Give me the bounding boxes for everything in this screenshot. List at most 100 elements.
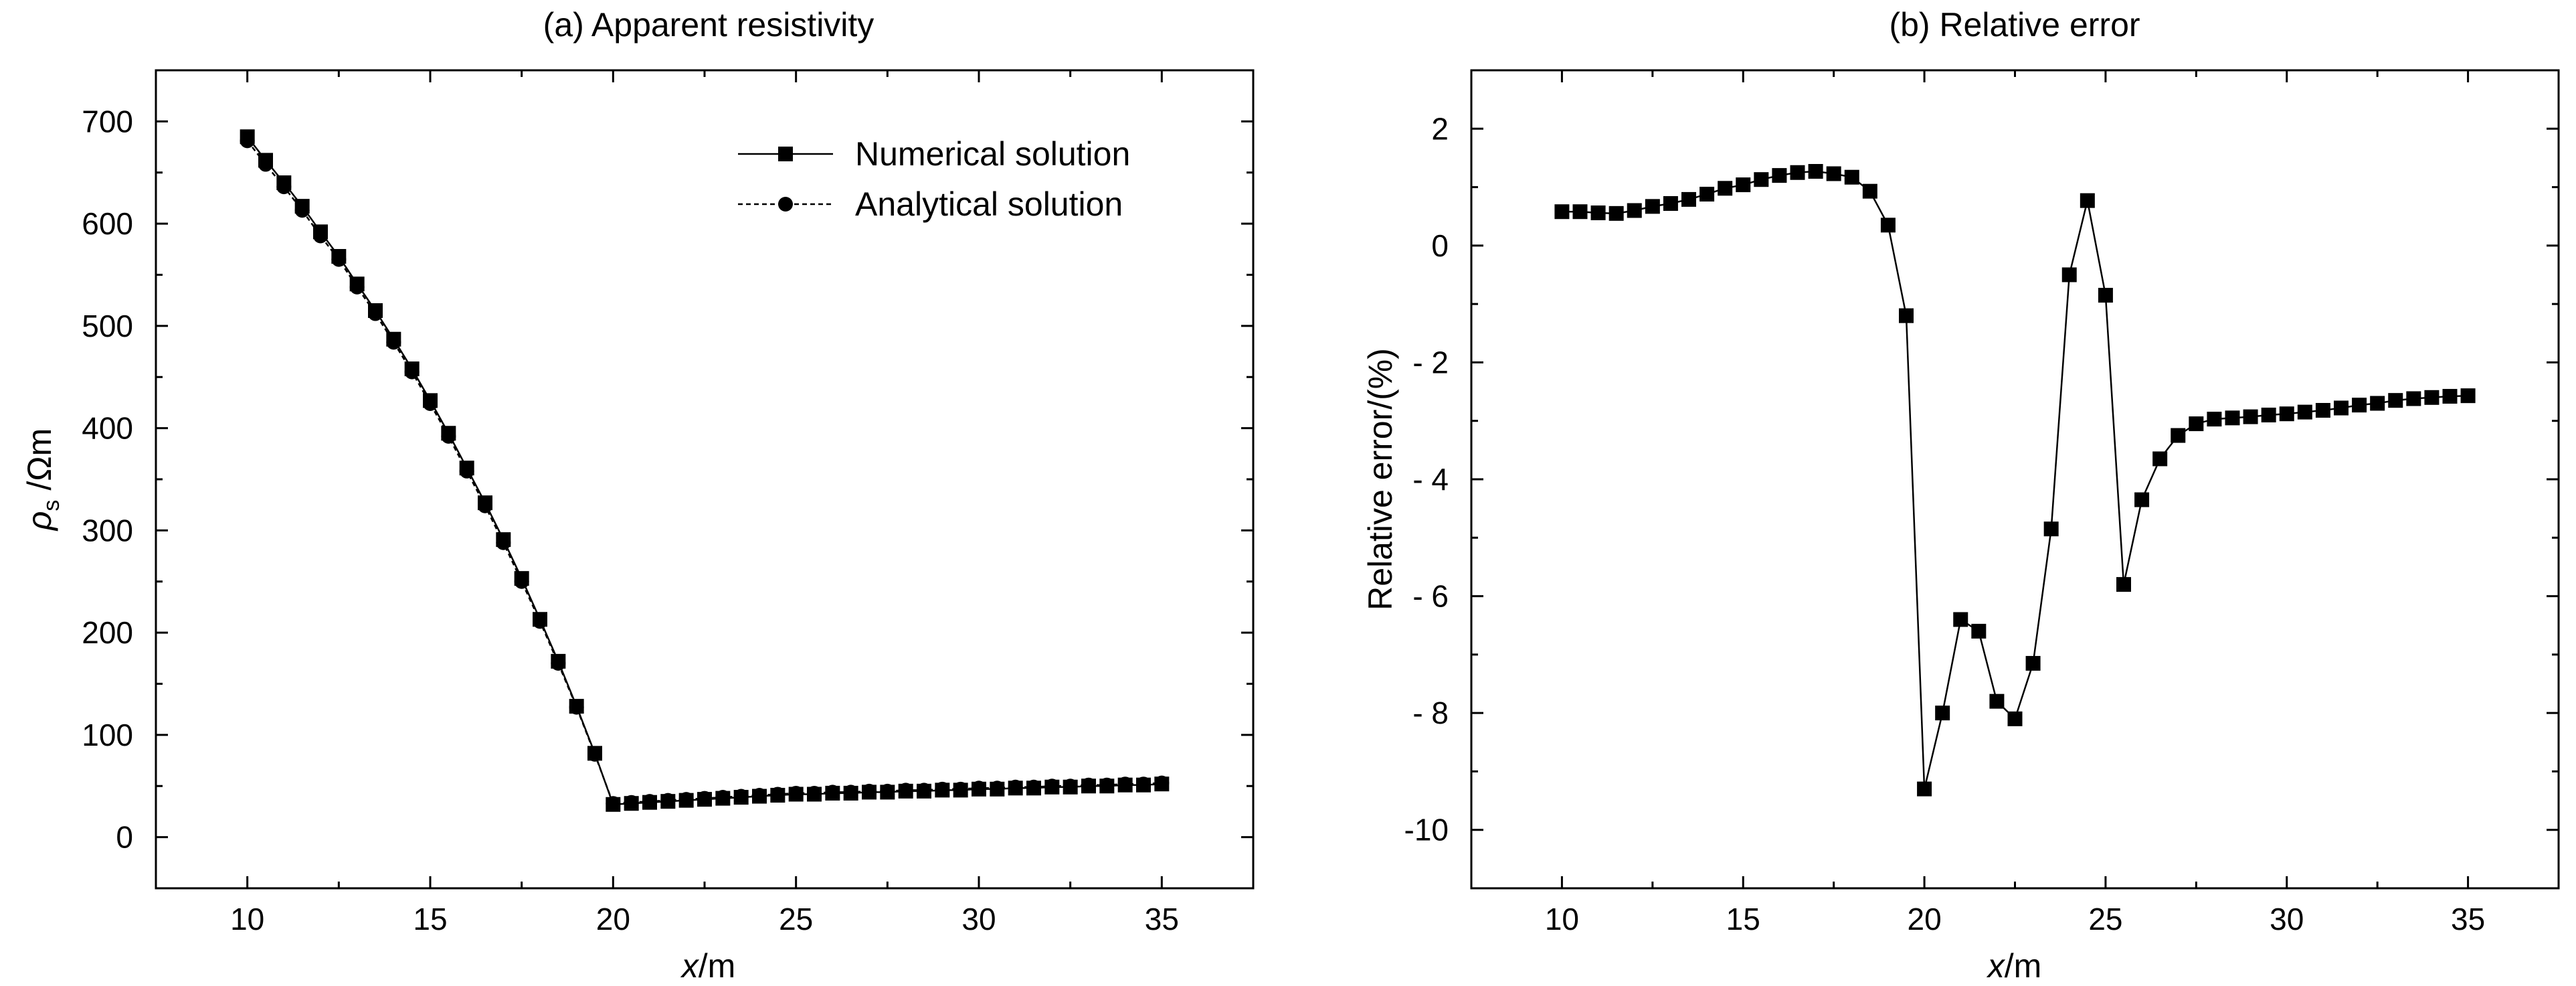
panel-b-plot-frame xyxy=(1470,69,2560,890)
numerical-solution-square-marker xyxy=(331,249,347,264)
numerical-solution-square-marker xyxy=(770,787,786,803)
relative-error-square-marker xyxy=(1590,205,1606,220)
numerical-solution-square-marker xyxy=(788,787,804,802)
numerical-solution-square-marker xyxy=(404,361,420,377)
numerical-solution-square-marker xyxy=(569,699,584,714)
relative-error-square-marker xyxy=(1935,706,1950,721)
relative-error-square-marker xyxy=(1880,218,1896,233)
relative-error-square-marker xyxy=(1572,204,1588,220)
relative-error-square-marker xyxy=(2352,398,2367,413)
analytical-solution-line xyxy=(246,140,1162,805)
relative-error-square-marker xyxy=(2315,403,2330,418)
panel-a-series xyxy=(240,129,1170,812)
panel-a-x-tick-label: 10 xyxy=(230,902,264,936)
relative-error-square-marker xyxy=(1953,612,1968,627)
panel-b-x-tick-label: 25 xyxy=(2088,902,2122,936)
numerical-solution-square-marker xyxy=(276,175,292,191)
numerical-solution-square-marker xyxy=(972,781,986,797)
numerical-solution-square-marker xyxy=(240,129,255,145)
relative-error-square-marker xyxy=(2225,410,2240,426)
relative-error-square-marker xyxy=(2442,389,2458,404)
relative-error-square-marker xyxy=(1917,781,1932,797)
relative-error-square-marker xyxy=(1989,693,2005,709)
relative-error-square-marker xyxy=(2134,492,2150,507)
relative-error-square-marker xyxy=(2370,396,2385,411)
panel-b-x-tick-label: 10 xyxy=(1545,902,1579,936)
relative-error-square-marker xyxy=(1663,196,1678,212)
panel-b-y-tick-label: - 6 xyxy=(1412,579,1449,614)
numerical-solution-square-marker xyxy=(313,224,328,240)
relative-error-square-marker xyxy=(2061,267,2077,282)
numerical-solution-square-marker xyxy=(294,199,310,214)
panel-a-x-tick-label: 20 xyxy=(596,902,630,936)
relative-error-square-marker xyxy=(1699,187,1715,202)
relative-error-square-marker xyxy=(1754,172,1769,187)
relative-error-square-marker xyxy=(1772,168,1787,183)
panel-a-ticks: 10 15 20 25 30 35 0 100 200 300 400 500 600 700 xyxy=(82,70,1253,936)
numerical-solution-square-marker xyxy=(953,783,968,798)
relative-error-square-marker xyxy=(1862,183,1877,199)
panel-b-y-axis-label: Relative error/(%) xyxy=(1362,348,1399,610)
legend-numerical-solution-square-marker xyxy=(778,147,793,161)
relative-error-square-marker xyxy=(1790,165,1805,180)
relative-error-square-marker xyxy=(1681,191,1696,207)
relative-error-square-marker xyxy=(2189,416,2204,432)
relative-error-square-marker xyxy=(2388,393,2403,408)
numerical-solution-square-marker xyxy=(587,746,602,761)
numerical-solution-square-marker xyxy=(678,793,694,808)
relative-error-square-marker xyxy=(1736,177,1751,193)
numerical-solution-square-marker xyxy=(1117,777,1133,793)
numerical-solution-square-marker xyxy=(606,797,621,812)
panel-a-y-tick-label: 200 xyxy=(82,615,133,650)
relative-error-square-marker xyxy=(2261,407,2276,422)
panel-a-title: (a) Apparent resistivity xyxy=(543,6,875,44)
relative-error-square-marker xyxy=(2116,577,2131,592)
numerical-solution-square-marker xyxy=(533,612,547,627)
numerical-solution-square-marker xyxy=(642,795,657,810)
numerical-solution-square-marker xyxy=(624,796,639,811)
panel-b-x-tick-label: 15 xyxy=(1726,902,1760,936)
relative-error-square-marker xyxy=(2243,409,2258,424)
numerical-solution-square-marker xyxy=(990,781,1005,797)
numerical-solution-line xyxy=(246,136,1162,805)
numerical-solution-square-marker xyxy=(1099,778,1115,794)
legend-numerical-solution-label: Numerical solution xyxy=(855,135,1130,173)
numerical-solution-square-marker xyxy=(935,783,950,798)
panel-a-x-tick-label: 35 xyxy=(1145,902,1179,936)
panel-b-x-tick-label: 30 xyxy=(2270,902,2304,936)
panel-b-y-tick-label: - 4 xyxy=(1412,462,1449,497)
numerical-solution-square-marker xyxy=(660,794,676,809)
panel-a-legend: Numerical solution Analytical solution xyxy=(738,135,1130,223)
numerical-solution-square-marker xyxy=(514,571,529,586)
panel-a-apparent-resistivity: (a) Apparent resistivity 10 15 20 25 30 35010… xyxy=(21,6,1255,985)
relative-error-square-marker xyxy=(1844,169,1859,185)
numerical-solution-square-marker xyxy=(496,532,511,548)
numerical-solution-square-marker xyxy=(349,276,365,292)
relative-error-square-marker xyxy=(1645,199,1660,214)
panel-b-x-tick-label: 35 xyxy=(2451,902,2485,936)
relative-error-square-marker xyxy=(1808,164,1823,179)
relative-error-square-marker xyxy=(2424,390,2440,405)
panel-b-x-axis-label: x/m xyxy=(1987,947,2042,985)
numerical-solution-square-marker xyxy=(862,785,877,800)
relative-error-square-marker xyxy=(2171,428,2186,443)
panel-a-y-tick-label: 400 xyxy=(82,411,133,446)
panel-a-y-tick-label: 500 xyxy=(82,309,133,343)
relative-error-square-marker xyxy=(2406,391,2421,406)
numerical-solution-square-marker xyxy=(733,790,749,805)
numerical-solution-square-marker xyxy=(1063,779,1078,795)
legend-analytical-solution-label: Analytical solution xyxy=(855,185,1123,223)
numerical-solution-square-marker xyxy=(1044,779,1060,795)
panel-a-x-tick-label: 15 xyxy=(413,902,447,936)
panel-b-y-tick-label: -10 xyxy=(1404,813,1449,847)
numerical-solution-square-marker xyxy=(843,785,858,801)
numerical-solution-square-marker xyxy=(1154,776,1170,792)
numerical-solution-square-marker xyxy=(807,787,822,802)
relative-error-square-marker xyxy=(1627,203,1642,218)
numerical-solution-square-marker xyxy=(1008,780,1023,796)
numerical-solution-square-marker xyxy=(880,785,895,800)
numerical-solution-square-marker xyxy=(386,331,401,347)
relative-error-square-marker xyxy=(1826,166,1841,181)
relative-error-square-marker xyxy=(2460,388,2476,404)
